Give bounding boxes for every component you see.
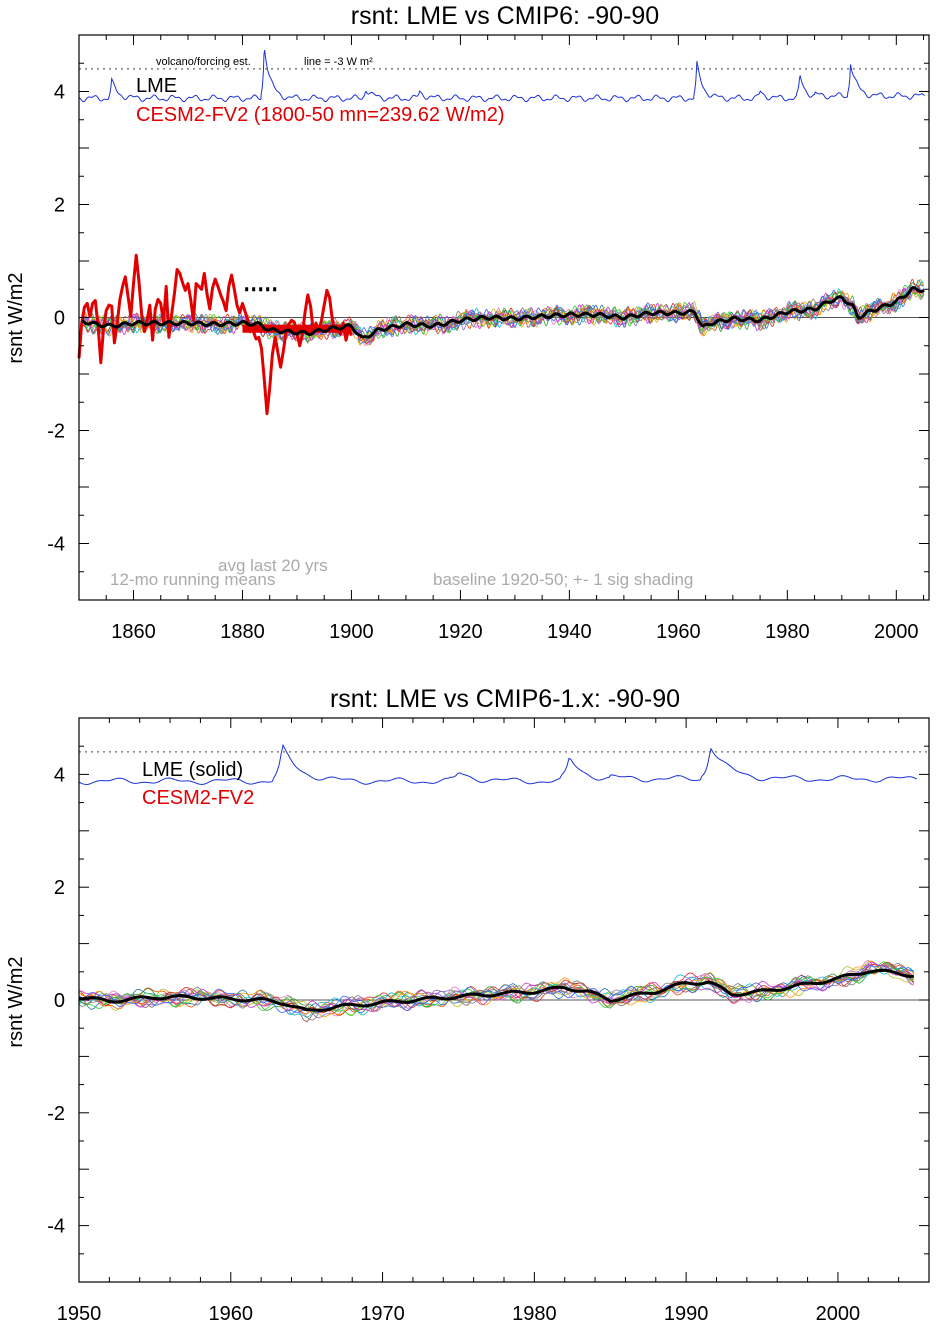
x-tick-label: 1900 — [329, 621, 374, 643]
y-tick-label: 2 — [54, 877, 65, 899]
x-tick-label: 1880 — [220, 621, 265, 643]
running-means-label: 12-mo running means — [110, 570, 275, 589]
avg-last-20-yrs-label: avg last 20 yrs — [218, 556, 328, 575]
ensemble-member-line — [78, 961, 915, 1016]
x-tick-label: 1920 — [438, 621, 483, 643]
y-tick-label: 4 — [54, 764, 65, 786]
lme-mean-line — [78, 968, 914, 1013]
x-tick-label: 1860 — [111, 621, 156, 643]
x-tick-label: 1960 — [209, 1303, 254, 1325]
top-ensemble-members — [81, 278, 924, 347]
cesm-series-line — [77, 253, 353, 416]
top-cesm-series — [77, 253, 353, 416]
y-tick-label: -4 — [47, 534, 65, 556]
baseline-label: baseline 1920-50; +- 1 sig shading — [433, 570, 693, 589]
y-tick-label: 4 — [54, 82, 65, 104]
top-lme-mean-series — [81, 286, 925, 339]
x-tick-label: 1980 — [512, 1303, 557, 1325]
cesm-legend-label-2: CESM2-FV2 — [142, 787, 254, 809]
y-tick-label: 0 — [54, 308, 65, 330]
lme-legend-label: LME — [136, 75, 177, 97]
x-tick-label: 1970 — [360, 1303, 405, 1325]
y-tick-label: -2 — [47, 1103, 65, 1125]
top-volcano-forcing-series — [78, 50, 925, 103]
x-tick-label: 2000 — [816, 1303, 861, 1325]
ensemble-member-line — [82, 286, 924, 346]
x-tick-label: 1950 — [57, 1303, 102, 1325]
volcano-forcing-line — [78, 50, 925, 103]
bottom-y-axis-label: rsnt W/m2 — [5, 956, 27, 1047]
lme-mean-line — [81, 286, 925, 339]
bottom-lme-mean-series — [78, 968, 914, 1013]
cesm-legend-label: CESM2-FV2 (1800-50 mn=239.62 W/m2) — [136, 104, 505, 126]
volcano-forcing-label: volcano/forcing est. — [156, 56, 251, 68]
lme-solid-legend-label: LME (solid) — [142, 759, 243, 781]
top-axes: 4 2 0 -2 -4 1860 1880 1900 1920 1940 1960 1980 2000 — [47, 34, 930, 643]
x-tick-label: 1990 — [664, 1303, 709, 1325]
y-tick-label: -2 — [47, 421, 65, 443]
y-tick-label: -4 — [47, 1216, 65, 1238]
ensemble-member-line — [78, 963, 915, 1023]
ensemble-member-line — [78, 962, 915, 1015]
bottom-axes: 4 2 0 -2 -4 1950 1960 1970 1980 1990 2000 — [47, 717, 930, 1325]
volcano-forcing-line — [78, 743, 918, 786]
line-scale-label: line = -3 W m² — [304, 56, 373, 68]
x-tick-label: 1980 — [765, 621, 810, 643]
bottom-volcano-forcing-series — [78, 743, 918, 786]
bottom-ensemble-members — [78, 959, 915, 1023]
y-tick-label: 2 — [54, 195, 65, 217]
bottom-panel: rsnt: LME vs CMIP6-1.x: -90-90 4 2 0 -2 -4 19… — [5, 685, 930, 1325]
x-tick-label: 1940 — [547, 621, 592, 643]
top-panel-title: rsnt: LME vs CMIP6: -90-90 — [351, 2, 659, 30]
x-tick-label: 1960 — [656, 621, 701, 643]
bottom-panel-title: rsnt: LME vs CMIP6-1.x: -90-90 — [330, 685, 680, 713]
top-panel: rsnt: LME vs CMIP6: -90-90 4 2 0 -2 -4 1860 18… — [5, 2, 930, 643]
x-tick-label: 2000 — [874, 621, 919, 643]
y-tick-label: 0 — [54, 990, 65, 1012]
top-y-axis-label: rsnt W/m2 — [5, 272, 27, 363]
